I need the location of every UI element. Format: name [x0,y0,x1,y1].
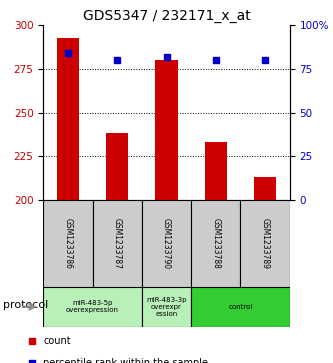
Bar [254,177,276,200]
Text: GSM1233786: GSM1233786 [63,218,73,269]
Bar [106,134,128,200]
Bar [43,200,93,287]
Bar [191,200,240,287]
Text: count: count [43,336,71,346]
Text: GSM1233789: GSM1233789 [260,218,270,269]
Bar [191,287,290,327]
Text: GSM1233790: GSM1233790 [162,218,171,269]
Bar [93,200,142,287]
Text: miR-483-3p
overexpr
ession: miR-483-3p overexpr ession [146,297,187,317]
Title: GDS5347 / 232171_x_at: GDS5347 / 232171_x_at [83,9,250,23]
Text: control: control [228,304,253,310]
Bar [142,287,191,327]
Text: GSM1233787: GSM1233787 [113,218,122,269]
Text: percentile rank within the sample: percentile rank within the sample [43,358,208,363]
Bar [205,142,227,200]
Bar [57,38,79,200]
Text: GSM1233788: GSM1233788 [211,218,220,269]
Text: protocol: protocol [3,300,49,310]
Bar [240,200,290,287]
Bar [43,287,142,327]
Bar [142,200,191,287]
Text: miR-483-5p
overexpression: miR-483-5p overexpression [66,300,119,313]
Bar [156,60,177,200]
